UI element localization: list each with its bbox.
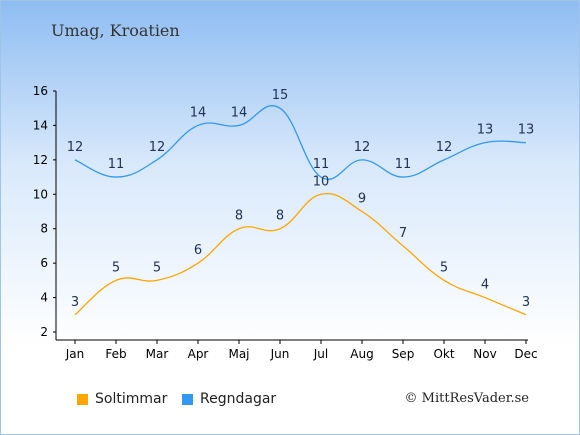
- x-tick-label: Jul: [313, 347, 328, 361]
- regndagar-swatch: [182, 393, 193, 405]
- legend-label-regndagar: Regndagar: [200, 391, 277, 407]
- y-tick-label: 14: [33, 118, 48, 132]
- data-label-soltimmar: 8: [235, 209, 243, 224]
- data-label-soltimmar: 5: [440, 260, 448, 275]
- y-tick-label: 6: [40, 256, 48, 270]
- x-tick-label: Feb: [105, 347, 126, 361]
- data-label-soltimmar: 6: [194, 243, 202, 258]
- data-label-regndagar: 11: [108, 157, 125, 172]
- data-label-regndagar: 12: [436, 140, 453, 155]
- y-tick-label: 12: [33, 153, 48, 167]
- data-label-regndagar: 13: [477, 123, 494, 138]
- chart-location-title: Umag, Kroatien: [51, 21, 180, 40]
- data-label-regndagar: 12: [67, 140, 84, 155]
- data-label-regndagar: 12: [354, 140, 371, 155]
- x-tick-label: Mar: [146, 347, 169, 361]
- data-label-regndagar: 14: [190, 105, 207, 120]
- copyright-notice: © MittResVader.se: [404, 391, 529, 406]
- x-tick-label: Aug: [350, 347, 373, 361]
- data-label-regndagar: 12: [149, 140, 166, 155]
- data-label-regndagar: 13: [518, 123, 535, 138]
- data-label-soltimmar: 9: [358, 192, 366, 207]
- data-label-soltimmar: 3: [71, 295, 79, 310]
- data-label-soltimmar: 5: [153, 260, 161, 275]
- y-tick-label: 16: [33, 84, 48, 98]
- data-label-regndagar: 11: [395, 157, 412, 172]
- data-label-soltimmar: 5: [112, 260, 120, 275]
- x-tick-label: Dec: [514, 347, 537, 361]
- x-tick-label: Okt: [433, 347, 454, 361]
- soltimmar-swatch: [77, 393, 88, 405]
- y-tick-label: 8: [40, 222, 48, 236]
- x-tick-label: Nov: [473, 347, 496, 361]
- y-tick-label: 10: [33, 187, 48, 201]
- legend-item-regndagar: Regndagar: [182, 391, 276, 407]
- series-line-regndagar: [74, 105, 527, 180]
- y-tick-label: 2: [40, 325, 48, 339]
- y-tick-label: 4: [40, 291, 48, 305]
- data-label-soltimmar: 4: [481, 278, 489, 293]
- series-line-soltimmar: [74, 192, 527, 316]
- x-tick-label: Sep: [392, 347, 415, 361]
- data-label-soltimmar: 7: [399, 226, 407, 241]
- legend-item-soltimmar: Soltimmar: [77, 391, 167, 407]
- data-label-soltimmar: 10: [313, 174, 330, 189]
- x-tick-label: Apr: [188, 347, 209, 361]
- legend-label-soltimmar: Soltimmar: [95, 391, 168, 407]
- data-label-soltimmar: 3: [522, 295, 530, 310]
- data-label-soltimmar: 8: [276, 209, 284, 224]
- x-tick-label: Jun: [270, 347, 290, 361]
- x-tick-label: Maj: [228, 347, 249, 361]
- data-label-regndagar: 15: [272, 88, 289, 103]
- data-label-regndagar: 11: [313, 157, 330, 172]
- data-label-regndagar: 14: [231, 105, 248, 120]
- x-tick-label: Jan: [65, 347, 85, 361]
